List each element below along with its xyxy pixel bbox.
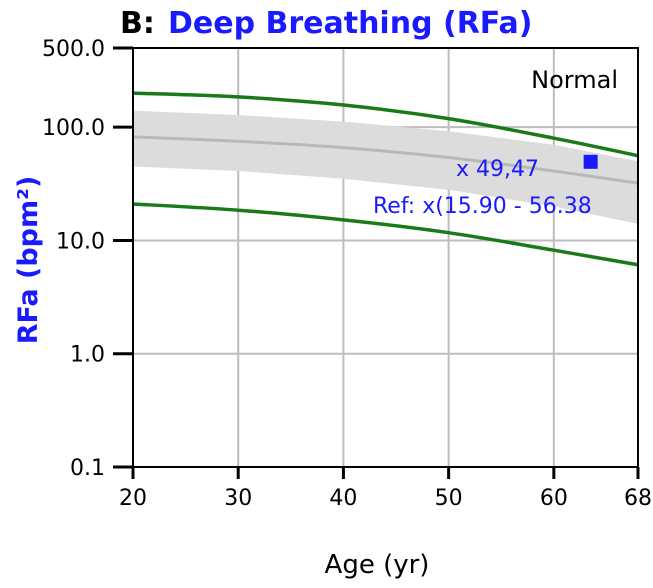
x-tick-label: 20	[119, 486, 147, 511]
chart-title-prefix: B:	[120, 6, 155, 41]
patient-point	[583, 154, 598, 169]
x-tick-label: 68	[624, 486, 652, 511]
y-tick-label: 1.0	[70, 343, 105, 368]
x-tick-label: 50	[435, 486, 463, 511]
x-tick-label: 40	[329, 486, 357, 511]
x-tick-label: 30	[224, 486, 252, 511]
x-axis-ticks: 20 30 40 50 60 68	[119, 467, 652, 511]
y-tick-label: 100.0	[42, 116, 105, 141]
x-axis-label: Age (yr)	[325, 550, 430, 580]
upper-limit-line	[132, 91, 639, 158]
reference-annotation: Ref: x(15.90 - 56.38	[373, 194, 592, 219]
y-axis-ticks: 0.1 1.0 10.0 100.0 500.0	[42, 37, 133, 481]
y-tick-label: 0.1	[70, 456, 105, 481]
y-tick-label: 500.0	[42, 37, 105, 62]
points-layer	[583, 154, 598, 169]
value-annotation: x 49,47	[456, 157, 539, 182]
limit-lines-layer	[132, 91, 639, 267]
plot-frame	[132, 47, 639, 468]
chart-title-main: Deep Breathing (RFa)	[168, 6, 533, 41]
reference-band-layer	[132, 110, 639, 224]
y-axis-label: RFa (bpm²)	[13, 176, 44, 345]
chart-title: B: Deep Breathing (RFa)	[120, 6, 533, 41]
reference-band	[133, 110, 638, 224]
lower-limit-line	[132, 202, 639, 267]
status-annotation: Normal	[531, 66, 618, 94]
x-tick-label: 60	[540, 486, 568, 511]
median-line	[132, 135, 639, 185]
y-tick-label: 10.0	[56, 229, 105, 254]
